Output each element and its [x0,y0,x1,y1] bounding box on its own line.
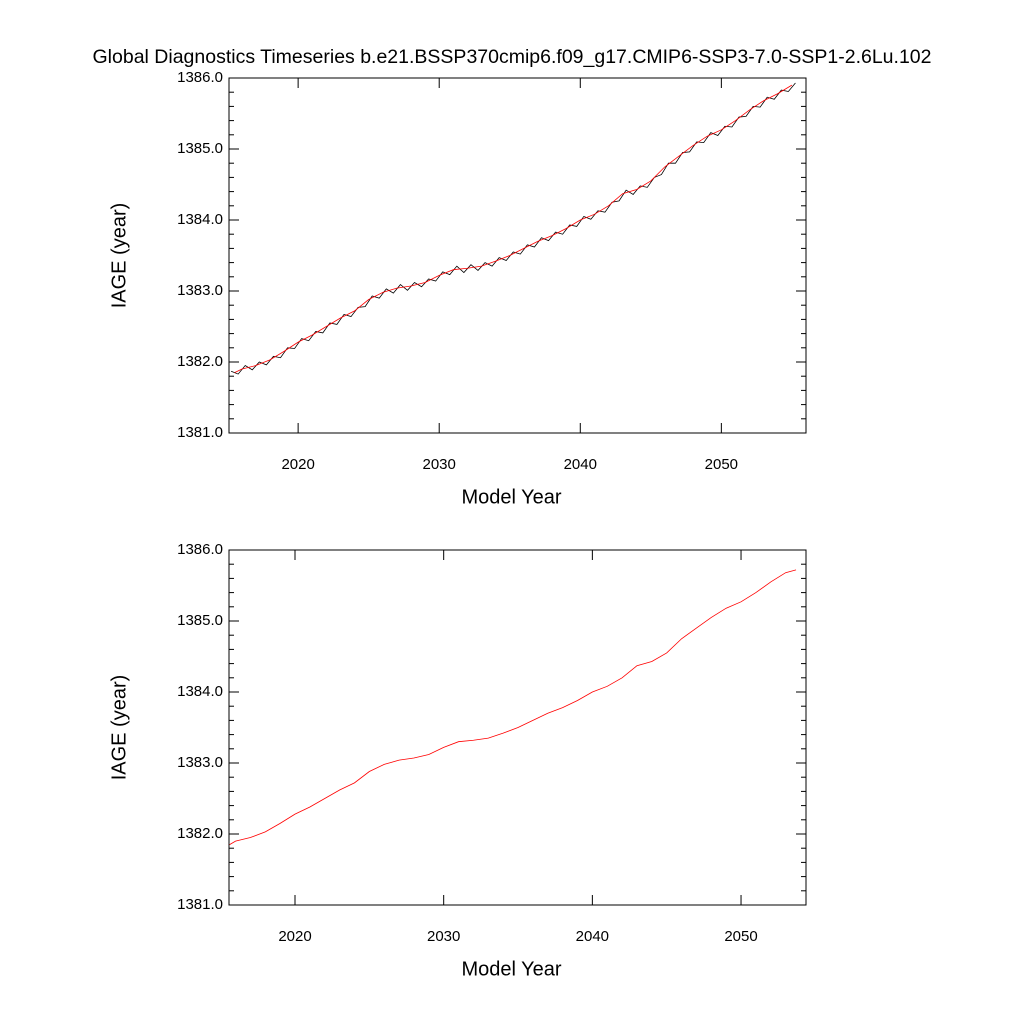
data-line [230,82,796,375]
y-tick-label: 1381.0 [177,424,223,441]
y-tick-label: 1382.0 [177,353,223,370]
y-tick-label: 1382.0 [177,825,223,842]
y-tick-label: 1384.0 [177,683,223,700]
x-tick-label: 2030 [423,456,456,473]
x-tick-label: 2020 [281,456,314,473]
x-tick-label: 2050 [705,456,738,473]
x-tick-label: 2020 [278,928,311,945]
y-tick-label: 1386.0 [177,69,223,86]
y-tick-label: 1381.0 [177,896,223,913]
y-axis-label: IAGE (year) [108,675,130,781]
x-tick-label: 2040 [564,456,597,473]
y-tick-label: 1385.0 [177,612,223,629]
y-tick-label: 1385.0 [177,140,223,157]
chart-title: Global Diagnostics Timeseries b.e21.BSSP… [93,46,932,68]
data-line [229,569,797,845]
x-tick-label: 2030 [427,928,460,945]
plot-frame [228,549,807,906]
x-axis-label: Model Year [461,486,561,508]
plot-frame [228,77,807,434]
y-tick-label: 1384.0 [177,211,223,228]
x-tick-label: 2050 [724,928,757,945]
data-line [234,84,793,374]
y-axis-label: IAGE (year) [108,203,130,309]
x-tick-label: 2040 [576,928,609,945]
y-tick-label: 1386.0 [177,541,223,558]
y-tick-label: 1383.0 [177,282,223,299]
x-axis-label: Model Year [461,958,561,980]
y-tick-label: 1383.0 [177,754,223,771]
